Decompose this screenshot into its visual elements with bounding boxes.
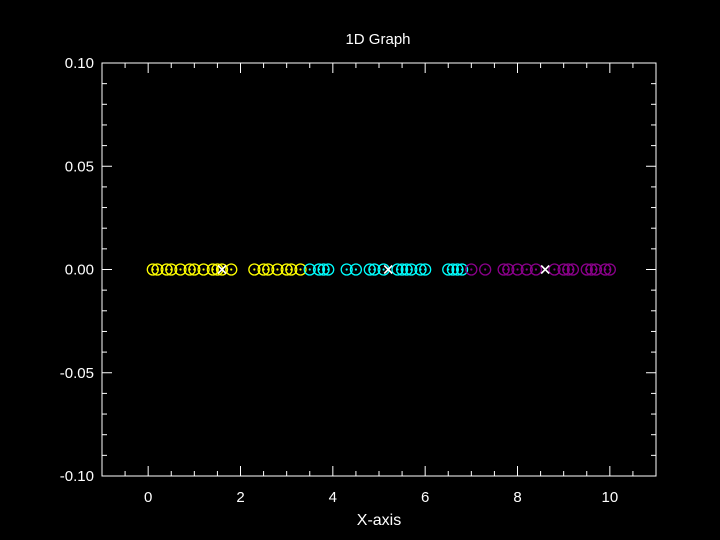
data-point: [479, 263, 492, 276]
y-tick-label: 0.10: [65, 55, 94, 72]
data-point: [455, 263, 469, 276]
y-tick-label: -0.10: [60, 468, 94, 485]
data-point: [294, 263, 307, 276]
data-points: [146, 263, 616, 276]
data-point: [188, 263, 201, 276]
x-tick-label: 0: [144, 489, 152, 506]
data-point: [340, 263, 353, 276]
y-tick-label: 0.05: [65, 158, 94, 175]
y-tick-label: 0.00: [65, 262, 94, 279]
data-point: [248, 263, 261, 276]
data-point: [322, 263, 335, 276]
data-point: [465, 263, 478, 276]
data-point: [349, 263, 363, 276]
x-tick-label: 4: [329, 489, 337, 506]
data-point: [520, 263, 533, 276]
x-tick-label: 10: [601, 489, 618, 506]
data-point: [511, 263, 524, 276]
chart-title: 1D Graph: [345, 31, 410, 48]
data-point: [419, 263, 432, 276]
data-point: [603, 263, 616, 276]
data-point: [285, 263, 298, 276]
data-point: [368, 263, 381, 276]
centroid-marker: [217, 264, 227, 275]
data-point: [225, 263, 238, 276]
x-tick-label: 8: [513, 489, 521, 506]
data-point: [262, 263, 275, 276]
centroid-marker: [383, 264, 393, 275]
axis-tick-labels: 0 2 4 6 8 10 0.10 0.05 0.00 -0.05 -0.10: [60, 55, 618, 506]
x-tick-label: 6: [421, 489, 429, 506]
data-point: [174, 263, 187, 276]
data-point: [405, 263, 418, 276]
data-point: [566, 263, 580, 276]
data-point: [197, 263, 210, 276]
data-point: [303, 263, 316, 276]
data-point: [165, 263, 178, 276]
data-point: [589, 263, 603, 276]
y-tick-label: -0.05: [60, 365, 94, 382]
data-point: [529, 263, 543, 276]
axis-ticks: [101, 62, 657, 477]
x-tick-label: 2: [236, 489, 244, 506]
data-point: [548, 263, 561, 276]
data-point: [151, 263, 164, 276]
centroid-marker: [540, 264, 550, 275]
data-point: [271, 263, 284, 276]
x-axis-label: X-axis: [357, 512, 401, 529]
data-point: [502, 263, 515, 276]
